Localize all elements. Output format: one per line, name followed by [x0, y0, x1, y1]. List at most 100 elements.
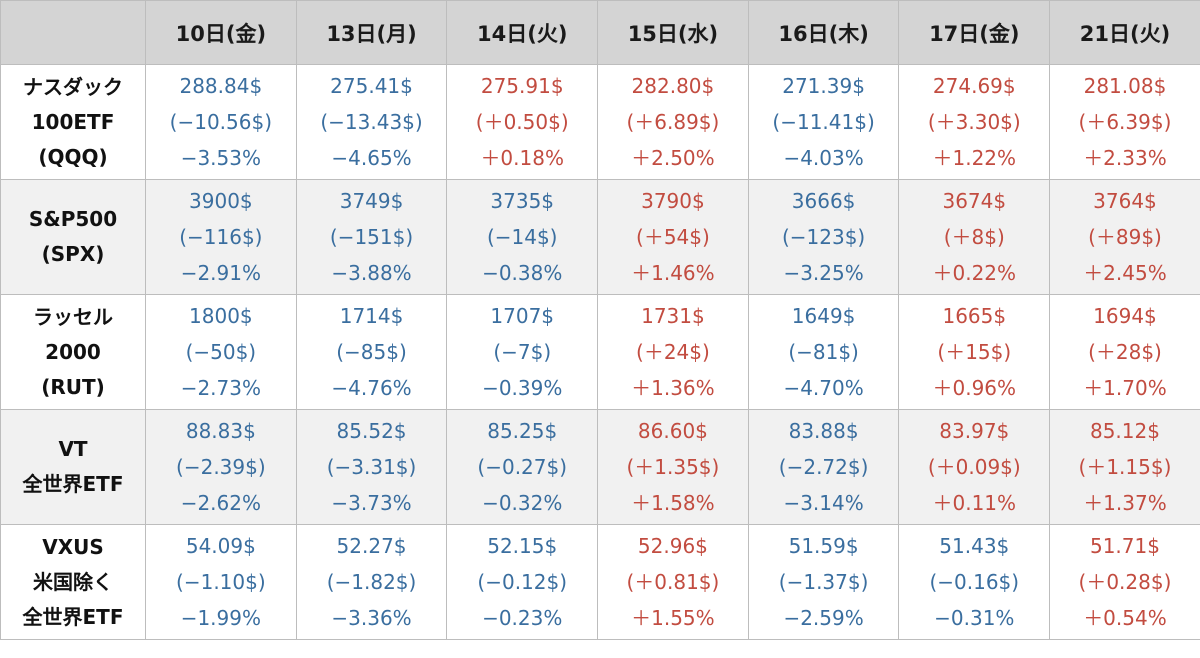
row-label-line: 2000 — [45, 339, 101, 364]
row-label-line: (RUT) — [41, 374, 105, 399]
price-value: 3666$ — [791, 189, 856, 213]
price-value: 85.25$ — [487, 419, 558, 443]
price-value: 51.71$ — [1089, 534, 1160, 558]
price-value: 51.59$ — [788, 534, 859, 558]
percent-value: ＋1.37% — [1083, 491, 1167, 515]
row-label: VXUS 米国除く 全世界ETF — [0, 524, 146, 640]
price-value: 3900$ — [189, 189, 253, 213]
change-value: (−3.31$) — [326, 455, 417, 479]
percent-value: −4.70% — [783, 376, 864, 400]
price-value: 52.15$ — [487, 534, 558, 558]
header-day: 21日(火) — [1049, 0, 1200, 65]
header-day: 15日(水) — [597, 0, 749, 65]
change-value: (−1.10$) — [176, 570, 266, 594]
value-cell: 3735$ (−14$) −0.38% — [446, 179, 599, 295]
table-row: VT 全世界ETF 88.83$ (−2.39$) −2.62% 85.52$ (−3.31… — [0, 409, 1200, 525]
value-cell: 52.96$ (＋0.81$) ＋1.55% — [597, 524, 749, 640]
percent-value: ＋1.22% — [932, 146, 1017, 170]
header-day: 16日(木) — [747, 0, 900, 65]
percent-value: −2.62% — [180, 491, 261, 515]
row-label-line: VXUS — [42, 534, 104, 559]
change-value: (−2.72$) — [778, 455, 869, 479]
value-cell: 52.15$ (−0.12$) −0.23% — [446, 524, 599, 640]
percent-value: ＋0.96% — [932, 376, 1017, 400]
percent-value: −3.73% — [331, 491, 412, 515]
change-value: (−81$) — [788, 340, 859, 364]
table-row: ラッセル 2000 (RUT) 1800$ (−50$) −2.73% 1714$ (−85$… — [0, 294, 1200, 410]
value-cell: 3900$ (−116$) −2.91% — [145, 179, 297, 295]
header-corner — [0, 0, 146, 65]
change-value: (＋28$) — [1088, 340, 1162, 364]
row-label-line: 100ETF — [31, 109, 115, 134]
percent-value: −0.32% — [482, 491, 563, 515]
price-value: 271.39$ — [782, 74, 865, 98]
row-label-line: VT — [58, 437, 88, 461]
value-cell: 1665$ (＋15$) ＋0.96% — [898, 294, 1051, 410]
price-value: 83.88$ — [788, 419, 859, 443]
percent-value: −1.99% — [180, 606, 261, 630]
change-value: (＋15$) — [937, 340, 1012, 364]
percent-value: ＋0.11% — [932, 491, 1017, 515]
table-row: VXUS 米国除く 全世界ETF 54.09$ (−1.10$) −1.99% 52.27$… — [0, 524, 1200, 640]
value-cell: 3674$ (＋8$) ＋0.22% — [898, 179, 1051, 295]
market-table: 10日(金) 13日(月) 14日(火) 15日(水) 16日(木) 17日(金… — [0, 0, 1200, 640]
change-value: (＋0.81$) — [626, 570, 720, 594]
percent-value: ＋1.58% — [631, 491, 715, 515]
change-value: (−116$) — [179, 225, 263, 249]
price-value: 52.96$ — [637, 534, 708, 558]
percent-value: −2.59% — [783, 606, 864, 630]
price-value: 86.60$ — [637, 419, 708, 443]
change-value: (＋24$) — [636, 340, 710, 364]
change-value: (−85$) — [336, 340, 407, 364]
change-value: (＋6.39$) — [1078, 110, 1172, 134]
change-value: (−50$) — [185, 340, 257, 364]
percent-value: −3.53% — [180, 146, 261, 170]
change-value: (−2.39$) — [176, 455, 266, 479]
value-cell: 1707$ (−7$) −0.39% — [446, 294, 599, 410]
percent-value: ＋0.22% — [932, 261, 1017, 285]
header-day: 13日(月) — [295, 0, 448, 65]
price-value: 282.80$ — [631, 74, 715, 98]
percent-value: −3.88% — [331, 261, 412, 285]
price-value: 3674$ — [942, 189, 1007, 213]
table-row: S&P500 (SPX) 3900$ (−116$) −2.91% 3749$ (−151$… — [0, 179, 1200, 295]
value-cell: 275.91$ (＋0.50$) ＋0.18% — [446, 64, 599, 180]
price-value: 1731$ — [641, 304, 705, 328]
percent-value: −0.23% — [482, 606, 563, 630]
percent-value: −4.65% — [331, 146, 412, 170]
price-value: 3749$ — [339, 189, 404, 213]
header-row: 10日(金) 13日(月) 14日(火) 15日(水) 16日(木) 17日(金… — [0, 0, 1200, 65]
price-value: 275.91$ — [480, 74, 564, 98]
change-value: (＋0.28$) — [1078, 570, 1172, 594]
value-cell: 1714$ (−85$) −4.76% — [295, 294, 448, 410]
percent-value: −2.73% — [180, 376, 261, 400]
value-cell: 83.88$ (−2.72$) −3.14% — [747, 409, 900, 525]
percent-value: ＋2.50% — [631, 146, 715, 170]
change-value: (−14$) — [486, 225, 558, 249]
change-value: (−7$) — [493, 340, 552, 364]
price-value: 3790$ — [641, 189, 705, 213]
change-value: (−151$) — [329, 225, 414, 249]
value-cell: 85.25$ (−0.27$) −0.32% — [446, 409, 599, 525]
value-cell: 51.43$ (−0.16$) −0.31% — [898, 524, 1051, 640]
header-day: 14日(火) — [446, 0, 599, 65]
percent-value: −4.76% — [331, 376, 412, 400]
change-value: (−11.41$) — [772, 110, 875, 134]
value-cell: 1649$ (−81$) −4.70% — [747, 294, 900, 410]
percent-value: −0.38% — [482, 261, 563, 285]
value-cell: 288.84$ (−10.56$) −3.53% — [145, 64, 297, 180]
percent-value: −0.39% — [482, 376, 563, 400]
percent-value: ＋0.54% — [1083, 606, 1167, 630]
value-cell: 281.08$ (＋6.39$) ＋2.33% — [1049, 64, 1200, 180]
price-value: 88.83$ — [185, 419, 256, 443]
header-day: 17日(金) — [898, 0, 1051, 65]
change-value: (＋0.09$) — [927, 455, 1021, 479]
change-value: (＋1.15$) — [1078, 455, 1172, 479]
value-cell: 51.59$ (−1.37$) −2.59% — [747, 524, 900, 640]
price-value: 52.27$ — [336, 534, 407, 558]
percent-value: ＋1.55% — [631, 606, 715, 630]
row-label-line: ナスダック — [23, 74, 123, 99]
value-cell: 88.83$ (−2.39$) −2.62% — [145, 409, 297, 525]
price-value: 274.69$ — [932, 74, 1016, 98]
percent-value: −3.14% — [783, 491, 864, 515]
